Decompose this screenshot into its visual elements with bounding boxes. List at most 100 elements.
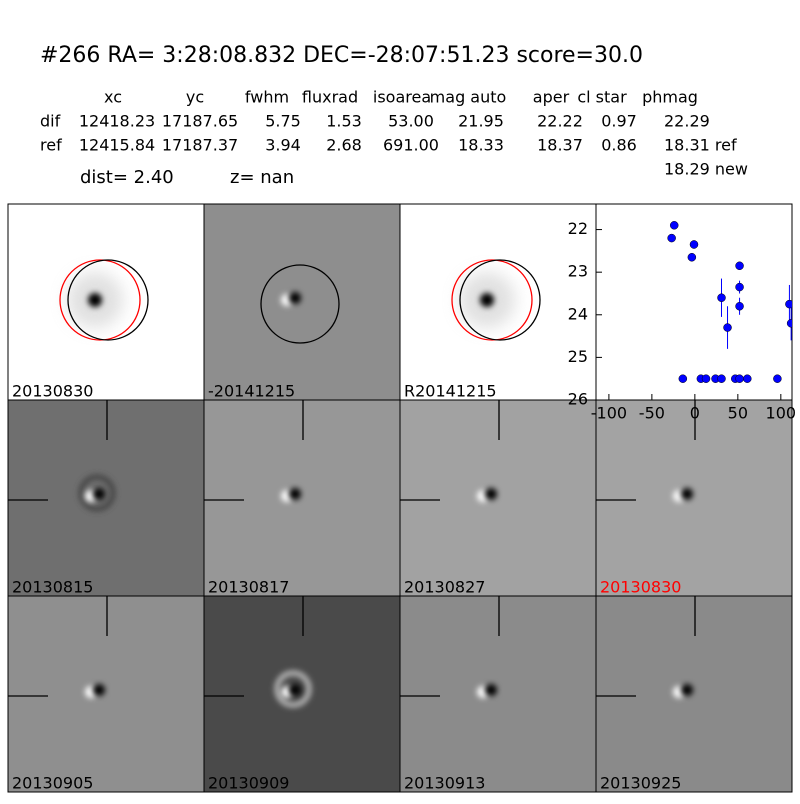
image-stamp: R20141215	[399, 203, 597, 401]
point	[735, 282, 744, 292]
dipole-dark	[681, 488, 693, 500]
dipole-dark	[681, 684, 693, 696]
stamp-bg	[7, 595, 205, 793]
column-header: aper	[533, 88, 570, 107]
point	[735, 374, 744, 383]
cell: 18.29 new	[664, 160, 748, 179]
image-stamp: 20130815	[7, 399, 205, 597]
new-circle	[459, 259, 541, 341]
stamp-label: 20130909	[208, 774, 289, 793]
column-header: fwhm	[245, 88, 289, 107]
cell: 18.31 ref	[664, 136, 737, 155]
dipole-dark	[289, 684, 301, 696]
point	[717, 293, 726, 302]
dipole-dark	[93, 488, 105, 500]
stamp-bg	[203, 203, 401, 401]
x-tick-label: -100	[591, 404, 627, 423]
stamp-bg	[399, 595, 597, 793]
stamp-label: 20130925	[600, 774, 681, 793]
point	[687, 253, 697, 262]
cell: 17187.65	[162, 112, 238, 131]
source	[480, 293, 494, 307]
column-header: yc	[186, 88, 204, 107]
ring	[78, 474, 116, 512]
x-tick-label: 100	[766, 404, 797, 423]
y-tick-label: 22	[568, 219, 588, 238]
x-tick-label: 0	[690, 404, 700, 423]
dipole-dark	[289, 292, 301, 304]
y-tick-label: 25	[568, 347, 588, 366]
point	[701, 374, 711, 383]
y-tick-label: 24	[568, 304, 588, 323]
point	[735, 261, 744, 271]
ref-circle	[59, 259, 141, 341]
stamp-label: 20130830	[12, 382, 93, 401]
stamp-bg	[595, 399, 793, 597]
cell: 22.22	[537, 112, 583, 131]
row-name: dif	[40, 112, 61, 131]
point	[669, 221, 679, 230]
stamp-bg	[203, 595, 401, 793]
new-circle	[260, 264, 340, 344]
cell: 18.33	[458, 136, 504, 155]
row-name: ref	[40, 136, 62, 155]
stamp-bg	[203, 399, 401, 597]
image-stamp: 20130817	[203, 399, 401, 597]
cell: 17187.37	[162, 136, 238, 155]
cell: 22.29	[664, 112, 710, 131]
cell: 53.00	[388, 112, 434, 131]
point	[785, 299, 792, 309]
stamp-bg	[399, 399, 597, 597]
plot-area	[595, 203, 793, 401]
title: #266 RA= 3:28:08.832 DEC=-28:07:51.23 sc…	[40, 43, 643, 68]
x-tick-label: 50	[728, 404, 748, 423]
image-stamp: 20130830	[7, 203, 205, 401]
z: z= nan	[230, 167, 294, 188]
ref-circle	[451, 259, 533, 341]
stamp-bg	[595, 595, 793, 793]
stamp-label: 20130913	[404, 774, 485, 793]
point	[723, 323, 732, 332]
column-header: isoarea	[373, 88, 431, 107]
cell: 5.75	[265, 112, 301, 131]
stamp-label: 20130905	[12, 774, 93, 793]
point	[773, 374, 782, 383]
cell: 12418.23	[79, 112, 155, 131]
image-stamp: 20130925	[595, 595, 793, 793]
stamp-label: 20130815	[12, 578, 93, 597]
new-circle	[67, 259, 149, 341]
cell: 1.53	[326, 112, 362, 131]
stamp-bg	[7, 399, 205, 597]
image-stamp: 20130830	[595, 399, 793, 597]
point	[667, 233, 676, 243]
cell: 12415.84	[79, 136, 155, 155]
stamp-label: 20130817	[208, 578, 289, 597]
point	[717, 374, 726, 383]
y-tick-label: 23	[568, 262, 588, 281]
source	[88, 293, 102, 307]
column-header: fluxrad	[302, 88, 358, 107]
image-stamp: 20130913	[399, 595, 597, 793]
column-header: mag auto	[430, 88, 507, 107]
point	[678, 374, 688, 383]
stamp-label: 20130830	[600, 578, 681, 597]
stamp-label: 20130827	[404, 578, 485, 597]
cell: 691.00	[383, 136, 439, 155]
cell: 21.95	[458, 112, 504, 131]
point	[735, 302, 744, 311]
dist: dist= 2.40	[80, 167, 174, 188]
point	[689, 240, 699, 249]
cell: 2.68	[326, 136, 362, 155]
point	[786, 319, 792, 328]
column-header: cl star	[577, 88, 627, 107]
image-stamp: 20130827	[399, 399, 597, 597]
point	[743, 374, 752, 383]
dipole-dark	[289, 488, 301, 500]
cell: 0.86	[601, 136, 637, 155]
cell: 0.97	[601, 112, 637, 131]
image-stamp: -20141215	[203, 203, 401, 401]
points	[667, 221, 792, 383]
dipole-dark	[485, 488, 497, 500]
ring	[274, 670, 312, 708]
